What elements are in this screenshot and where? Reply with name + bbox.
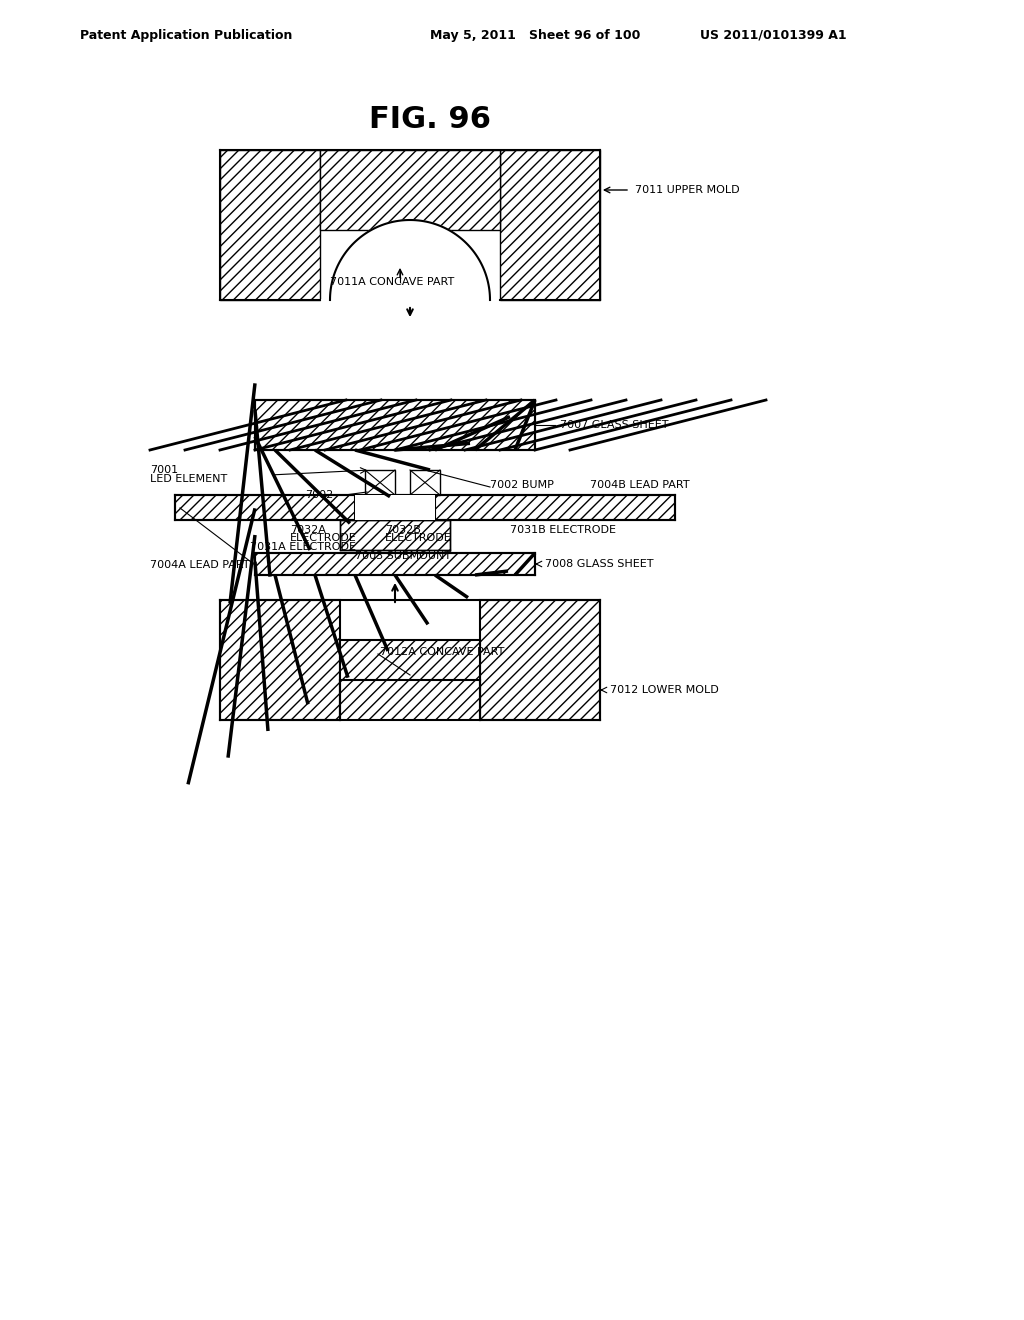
Bar bbox=[410, 470, 440, 495]
Bar bbox=[255, 400, 535, 450]
Text: 7032B: 7032B bbox=[385, 525, 421, 535]
Text: 7003 SUBMOUNT: 7003 SUBMOUNT bbox=[355, 550, 452, 561]
Polygon shape bbox=[319, 220, 500, 300]
Text: 7002 BUMP: 7002 BUMP bbox=[490, 480, 554, 490]
Text: ELECTRODE: ELECTRODE bbox=[290, 533, 356, 543]
Text: May 5, 2011   Sheet 96 of 100: May 5, 2011 Sheet 96 of 100 bbox=[430, 29, 640, 41]
Text: Patent Application Publication: Patent Application Publication bbox=[80, 29, 293, 41]
Text: ELECTRODE: ELECTRODE bbox=[385, 533, 452, 543]
Bar bbox=[365, 470, 395, 495]
Bar bbox=[220, 150, 319, 300]
Text: 7002: 7002 bbox=[305, 490, 333, 500]
Text: 7004A LEAD PART: 7004A LEAD PART bbox=[150, 560, 250, 570]
Text: 7012 LOWER MOLD: 7012 LOWER MOLD bbox=[610, 685, 719, 696]
Text: 7008 GLASS SHEET: 7008 GLASS SHEET bbox=[545, 558, 653, 569]
Bar bbox=[480, 601, 600, 719]
Text: 7031A ELECTRODE: 7031A ELECTRODE bbox=[250, 543, 356, 552]
Text: FIG. 96: FIG. 96 bbox=[369, 106, 490, 135]
Text: 7004B LEAD PART: 7004B LEAD PART bbox=[590, 480, 689, 490]
Bar bbox=[175, 495, 675, 520]
Text: 7031B ELECTRODE: 7031B ELECTRODE bbox=[510, 525, 616, 535]
Bar bbox=[220, 601, 340, 719]
Text: 7012A CONCAVE PART: 7012A CONCAVE PART bbox=[380, 647, 505, 657]
Text: 7001: 7001 bbox=[150, 465, 178, 475]
Text: 7032A: 7032A bbox=[290, 525, 326, 535]
Text: 7007 GLASS SHEET: 7007 GLASS SHEET bbox=[560, 420, 669, 430]
Bar bbox=[340, 520, 450, 550]
Bar bbox=[500, 150, 600, 300]
Bar bbox=[319, 150, 500, 230]
Bar bbox=[355, 495, 435, 520]
Bar bbox=[255, 553, 535, 576]
Text: 7011A CONCAVE PART: 7011A CONCAVE PART bbox=[330, 277, 455, 286]
Text: LED ELEMENT: LED ELEMENT bbox=[150, 474, 227, 484]
Bar bbox=[340, 640, 480, 719]
Text: 7011 UPPER MOLD: 7011 UPPER MOLD bbox=[635, 185, 739, 195]
Text: US 2011/0101399 A1: US 2011/0101399 A1 bbox=[700, 29, 847, 41]
